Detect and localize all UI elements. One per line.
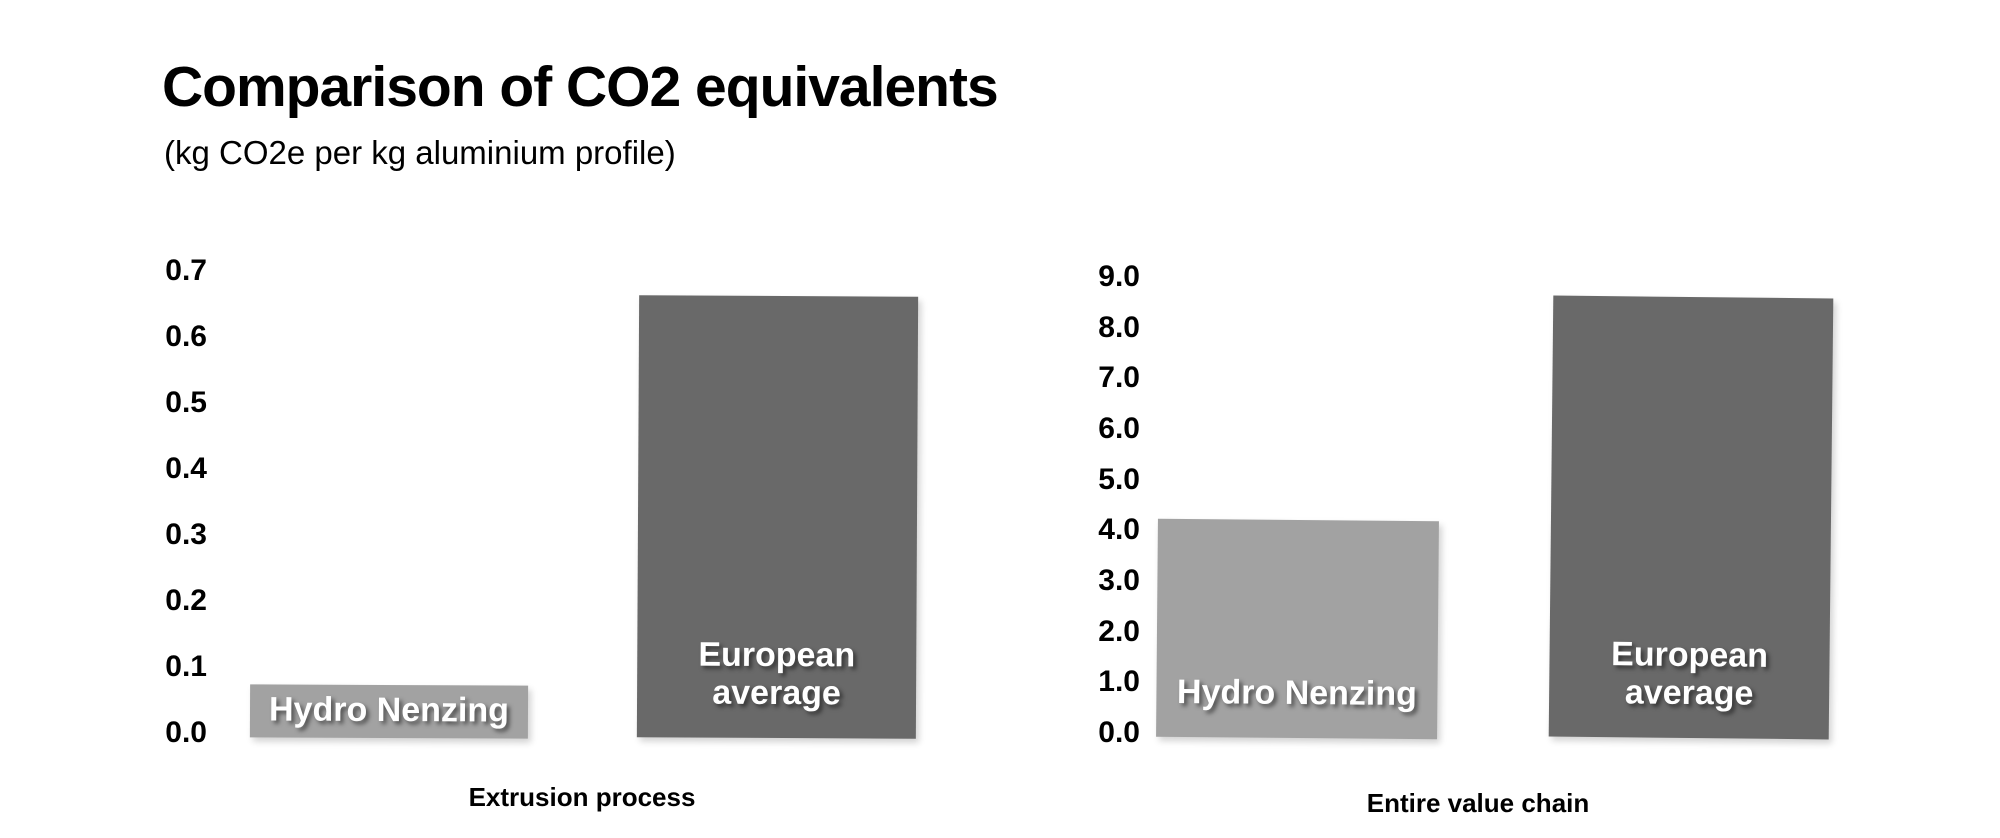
y-tick-label: 0.5 [165,386,207,419]
bar-label: Hydro Nenzing [1176,672,1418,713]
y-tick-label: 0.4 [165,452,207,485]
y-tick-label: 0.0 [165,716,207,749]
y-tick-label: 3.0 [1098,563,1140,597]
y-tick-label: 8.0 [1098,310,1140,344]
y-tick-label: 0.6 [165,320,207,353]
y-tick-label: 5.0 [1098,462,1140,496]
y-tick-label: 7.0 [1098,361,1140,395]
bar-label: European average [1610,635,1769,713]
y-tick-label: 0.2 [165,584,207,617]
y-tick-label: 0.3 [165,518,207,551]
y-tick-label: 6.0 [1098,411,1140,445]
page-subtitle: (kg CO2e per kg aluminium profile) [164,134,676,171]
y-tick-label: 0.1 [165,650,207,683]
bar-european-average: European average [1548,295,1834,740]
y-tick-label: 4.0 [1098,513,1140,547]
y-tick-label: 9.0 [1098,259,1140,293]
y-tick-label: 0.0 [1098,716,1140,749]
bar-hydro-nenzing: Hydro Nenzing [1156,518,1439,740]
y-tick-label: 1.0 [1098,665,1140,699]
y-tick-label: 0.7 [165,254,207,287]
x-axis-label: Extrusion process [468,782,696,812]
x-axis-label: Entire value chain [1366,788,1590,818]
page-title: Comparison of CO2 equivalents [162,55,999,119]
y-tick-label: 2.0 [1098,614,1140,648]
